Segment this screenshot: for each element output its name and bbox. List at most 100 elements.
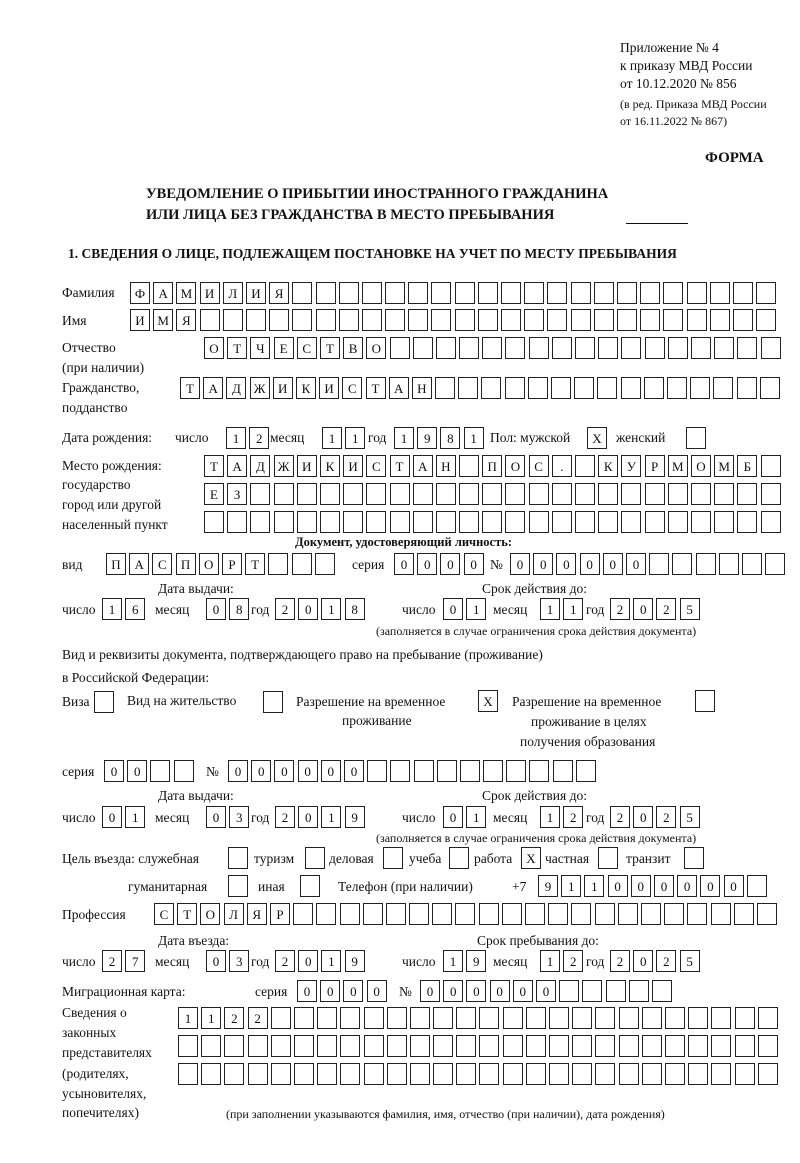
char-cell[interactable] [714, 483, 735, 505]
char-cell[interactable] [502, 1035, 523, 1057]
char-cell[interactable] [525, 1035, 546, 1057]
char-cell[interactable] [736, 377, 757, 399]
char-cell[interactable] [575, 455, 595, 477]
char-cell[interactable]: 1 [321, 598, 342, 620]
char-cell[interactable] [618, 1063, 639, 1085]
char-cell[interactable] [482, 337, 503, 359]
char-cell[interactable] [459, 483, 480, 505]
char-cell[interactable]: 8 [229, 598, 250, 620]
char-cell[interactable] [618, 1035, 639, 1057]
visa-checkbox[interactable] [94, 691, 117, 713]
char-cell[interactable] [459, 455, 480, 477]
char-cell[interactable]: 9 [538, 875, 558, 897]
char-cell[interactable]: 9 [344, 950, 365, 972]
char-cell[interactable] [711, 1007, 732, 1029]
char-cell[interactable] [178, 1063, 198, 1085]
char-cell[interactable] [549, 1063, 569, 1085]
char-cell[interactable]: А [203, 377, 224, 399]
char-cell[interactable] [340, 1007, 361, 1029]
char-cell[interactable] [616, 309, 637, 331]
char-cell[interactable] [559, 980, 580, 1002]
char-cell[interactable] [643, 377, 664, 399]
char-cell[interactable]: С [152, 553, 173, 575]
char-cell[interactable] [293, 1007, 314, 1029]
char-cell[interactable] [293, 1063, 314, 1085]
char-cell[interactable]: А [388, 377, 409, 399]
char-cell[interactable] [570, 282, 591, 304]
char-cell[interactable] [690, 511, 711, 533]
char-cell[interactable]: 0 [489, 980, 510, 1002]
char-cell[interactable]: 0 [298, 950, 319, 972]
char-cell[interactable] [482, 483, 503, 505]
char-cell[interactable] [268, 553, 289, 575]
char-cell[interactable]: В [343, 337, 364, 359]
char-cell[interactable] [436, 760, 457, 782]
char-cell[interactable] [343, 511, 364, 533]
char-cell[interactable] [733, 903, 754, 925]
char-cell[interactable] [760, 455, 781, 477]
temp-residence-edu-checkbox[interactable] [695, 690, 718, 712]
char-cell[interactable]: 1 [394, 427, 414, 449]
char-cell[interactable] [547, 309, 568, 331]
char-cell[interactable] [688, 1063, 709, 1085]
char-cell[interactable] [690, 377, 711, 399]
char-cell[interactable] [363, 1035, 384, 1057]
char-cell[interactable] [315, 309, 336, 331]
char-cell[interactable] [317, 1007, 338, 1029]
char-cell[interactable]: 5 [679, 950, 700, 972]
char-cell[interactable] [300, 875, 320, 897]
char-cell[interactable] [684, 847, 704, 869]
char-cell[interactable]: 0 [512, 980, 533, 1002]
char-cell[interactable]: 7 [125, 950, 146, 972]
char-cell[interactable] [527, 377, 548, 399]
char-cell[interactable] [641, 1007, 662, 1029]
char-cell[interactable]: Т [180, 377, 200, 399]
char-cell[interactable]: 0 [510, 553, 530, 575]
char-cell[interactable] [454, 309, 475, 331]
char-cell[interactable] [412, 337, 433, 359]
char-cell[interactable]: 2 [563, 806, 584, 828]
char-cell[interactable] [386, 1007, 407, 1029]
char-cell[interactable]: Е [273, 337, 294, 359]
purpose-private-checkbox[interactable] [598, 847, 621, 869]
char-cell[interactable]: 1 [178, 1007, 198, 1029]
char-cell[interactable]: 1 [584, 875, 605, 897]
char-cell[interactable]: П [482, 455, 503, 477]
char-cell[interactable] [575, 511, 595, 533]
char-cell[interactable] [549, 1007, 569, 1029]
char-cell[interactable] [598, 483, 619, 505]
char-cell[interactable] [664, 1063, 685, 1085]
char-cell[interactable]: 0 [251, 760, 272, 782]
char-cell[interactable] [714, 511, 735, 533]
char-cell[interactable] [340, 1063, 361, 1085]
char-cell[interactable] [551, 511, 572, 533]
char-cell[interactable] [502, 1063, 523, 1085]
char-cell[interactable] [695, 690, 715, 712]
char-cell[interactable] [640, 309, 661, 331]
char-cell[interactable] [737, 337, 758, 359]
char-cell[interactable] [651, 980, 672, 1002]
char-cell[interactable] [385, 903, 406, 925]
char-cell[interactable] [479, 1007, 500, 1029]
char-cell[interactable] [687, 903, 708, 925]
reps-field-2[interactable] [178, 1035, 781, 1057]
char-cell[interactable] [362, 903, 383, 925]
char-cell[interactable] [616, 282, 637, 304]
char-cell[interactable]: А [129, 553, 150, 575]
char-cell[interactable] [431, 309, 452, 331]
char-cell[interactable]: О [204, 337, 224, 359]
